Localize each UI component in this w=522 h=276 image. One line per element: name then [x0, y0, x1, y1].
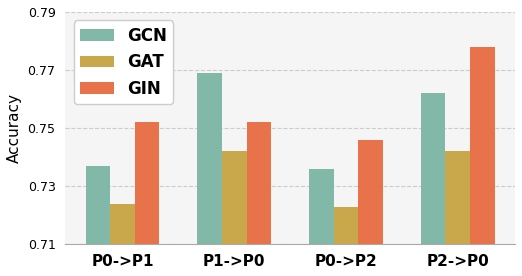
Bar — [309, 169, 334, 276]
Legend: GCN, GAT, GIN: GCN, GAT, GIN — [74, 20, 173, 104]
Bar — [86, 166, 110, 276]
Bar — [421, 93, 445, 276]
Bar — [110, 204, 135, 276]
Bar — [470, 47, 495, 276]
Bar — [135, 122, 159, 276]
Bar — [197, 73, 222, 276]
Bar — [246, 122, 271, 276]
Y-axis label: Accuracy: Accuracy — [7, 93, 22, 163]
Bar — [334, 206, 358, 276]
Bar — [358, 140, 383, 276]
Bar — [222, 151, 246, 276]
Bar — [445, 151, 470, 276]
